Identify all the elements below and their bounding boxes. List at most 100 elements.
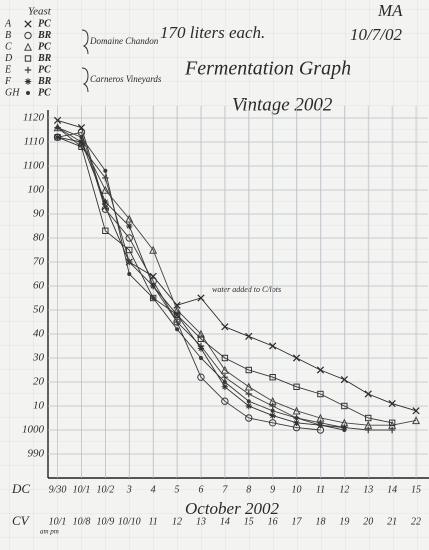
y-tick-label: 10 bbox=[33, 400, 45, 412]
cv-tick-label: 20 bbox=[363, 516, 373, 527]
marker bbox=[24, 66, 32, 74]
bracket bbox=[81, 29, 89, 55]
group-label: Carneros Vineyards bbox=[90, 74, 162, 84]
x-row-label: DC bbox=[11, 481, 30, 496]
marker bbox=[24, 31, 32, 40]
y-tick-label: 40 bbox=[33, 328, 45, 340]
legend-label: PC bbox=[38, 87, 51, 98]
marker bbox=[125, 214, 134, 223]
marker bbox=[388, 419, 396, 427]
chart-title: Fermentation Graph bbox=[184, 58, 351, 80]
marker bbox=[23, 42, 33, 51]
marker bbox=[53, 116, 62, 125]
marker bbox=[103, 168, 108, 173]
series-line bbox=[57, 131, 321, 431]
marker bbox=[246, 399, 251, 404]
marker bbox=[318, 423, 323, 428]
marker bbox=[126, 258, 133, 266]
marker bbox=[221, 383, 229, 390]
annotation: 170 liters each. bbox=[160, 23, 265, 42]
legend-label: BR bbox=[37, 76, 52, 87]
marker bbox=[269, 342, 277, 350]
y-tick-label: 70 bbox=[33, 256, 45, 268]
annotation: 10/7/02 bbox=[350, 25, 402, 44]
x-tick-label: 8 bbox=[246, 484, 251, 495]
cv-tick-label: 10/1 bbox=[49, 516, 67, 527]
annotation: water added to C/lots bbox=[212, 285, 281, 294]
marker bbox=[221, 323, 229, 331]
cv-tick-label: 15 bbox=[244, 516, 254, 527]
legend-label: C bbox=[5, 41, 12, 52]
marker bbox=[102, 174, 109, 182]
marker bbox=[54, 134, 61, 141]
marker bbox=[269, 374, 276, 381]
marker bbox=[316, 366, 325, 374]
marker bbox=[173, 318, 181, 326]
marker bbox=[292, 406, 301, 415]
marker bbox=[317, 390, 324, 398]
annotation: am pm bbox=[40, 528, 59, 536]
marker bbox=[245, 390, 252, 398]
marker bbox=[341, 424, 348, 431]
marker bbox=[270, 408, 275, 413]
marker bbox=[364, 390, 372, 398]
marker bbox=[365, 426, 372, 434]
marker bbox=[388, 399, 396, 408]
marker bbox=[342, 428, 347, 432]
group-label: Domaine Chandon bbox=[89, 36, 159, 46]
marker bbox=[388, 426, 396, 434]
legend-label: PC bbox=[38, 18, 51, 29]
x-tick-label: 11 bbox=[316, 484, 325, 495]
annotation: MA bbox=[377, 1, 403, 20]
legend-label: PC bbox=[38, 41, 51, 52]
marker bbox=[149, 282, 157, 290]
y-tick-label: 20 bbox=[33, 376, 45, 388]
marker bbox=[292, 354, 301, 362]
legend-label: B bbox=[5, 30, 11, 41]
cv-tick-label: 17 bbox=[292, 516, 303, 527]
marker bbox=[268, 419, 277, 427]
x-tick-label: 9 bbox=[270, 484, 275, 495]
marker bbox=[125, 234, 133, 242]
marker bbox=[244, 382, 253, 391]
cv-tick-label: 21 bbox=[387, 516, 397, 527]
legend-label: GH bbox=[5, 87, 20, 98]
series-line bbox=[57, 119, 417, 412]
marker bbox=[79, 135, 84, 140]
marker bbox=[197, 345, 205, 352]
marker bbox=[175, 327, 180, 332]
marker bbox=[197, 373, 205, 381]
marker bbox=[151, 296, 156, 300]
marker bbox=[126, 222, 133, 230]
legend-label: BR bbox=[37, 30, 52, 41]
marker bbox=[127, 272, 132, 276]
marker bbox=[101, 205, 110, 213]
cv-tick-label: 10/9 bbox=[96, 516, 114, 527]
cv-tick-label: 13 bbox=[196, 516, 206, 527]
marker bbox=[221, 354, 229, 362]
legend-label: D bbox=[4, 53, 13, 64]
legend-label: E bbox=[4, 64, 11, 75]
cv-tick-label: 11 bbox=[149, 516, 158, 527]
marker bbox=[245, 366, 252, 374]
marker bbox=[196, 329, 205, 338]
legend-label: BR bbox=[37, 53, 52, 64]
y-tick-label: 1100 bbox=[23, 160, 45, 172]
marker bbox=[126, 246, 133, 254]
legend-label: A bbox=[4, 18, 12, 29]
marker bbox=[102, 227, 109, 235]
y-tick-label: 80 bbox=[33, 232, 45, 244]
marker bbox=[340, 375, 348, 384]
marker bbox=[245, 402, 252, 410]
marker bbox=[245, 414, 253, 422]
marker bbox=[341, 402, 348, 410]
marker bbox=[149, 294, 157, 302]
y-tick-label: 100 bbox=[28, 184, 45, 196]
y-tick-label: 1000 bbox=[22, 424, 45, 436]
x-tick-label: 14 bbox=[387, 484, 397, 495]
cv-tick-label: 19 bbox=[339, 516, 349, 527]
cv-row-label: CV bbox=[12, 513, 31, 528]
y-tick-label: 1110 bbox=[24, 136, 45, 148]
